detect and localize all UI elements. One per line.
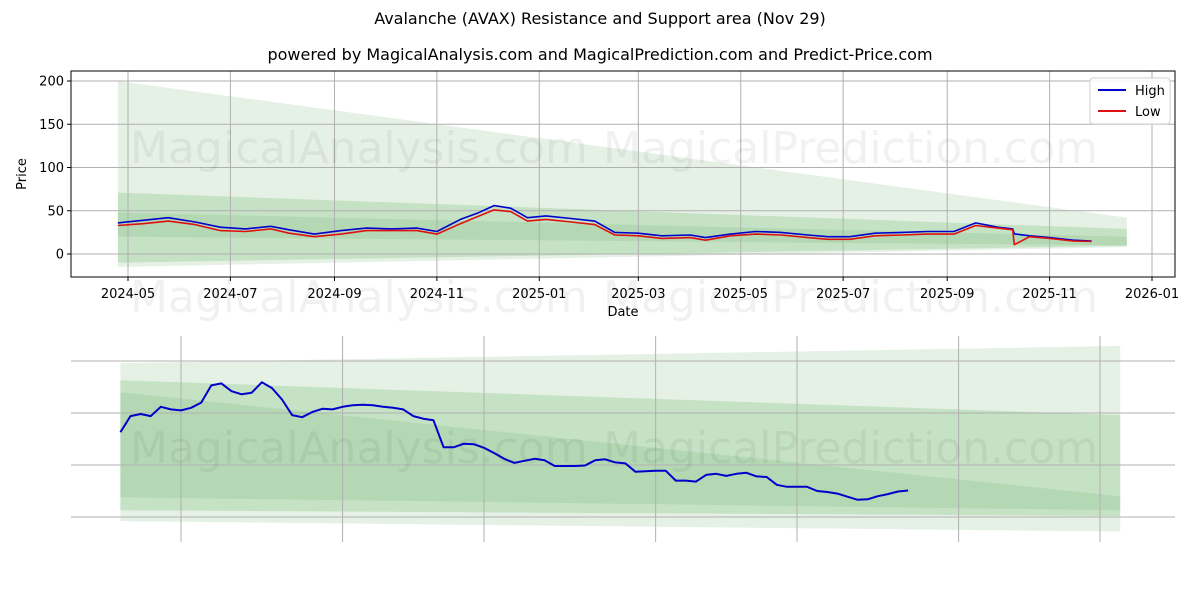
series-low — [117, 209, 1092, 246]
x-tick-label: 2024-07 — [203, 287, 257, 302]
x-tick-label: 2024-09 — [307, 287, 361, 302]
x-tick-label: 2026-01 — [1125, 287, 1179, 302]
x-tick-label: 2024-11 — [410, 287, 464, 302]
x-tick-label: 2025-07 — [816, 287, 870, 302]
x-tick-label: 2024-05 — [101, 287, 155, 302]
watermark: MagicalAnalysis.com — [130, 123, 588, 174]
chart-panel-2: MagicalAnalysis.com MagicalPrediction.com — [71, 336, 1175, 542]
y-tick-label: 150 — [39, 118, 64, 133]
legend-label-low: Low — [1135, 105, 1161, 120]
series-high — [117, 204, 1092, 242]
series-high — [119, 381, 909, 501]
chart-panel-1: MagicalAnalysis.com MagicalPrediction.com… — [15, 70, 1179, 323]
legend-label-high: High — [1135, 84, 1165, 99]
chart-title: Avalanche (AVAX) Resistance and Support … — [374, 9, 826, 28]
watermark: MagicalPrediction.com — [603, 123, 1098, 174]
watermark: MagicalPrediction.com — [603, 272, 1098, 323]
band-inner — [117, 212, 1127, 246]
watermark: MagicalAnalysis.com — [130, 272, 588, 323]
watermark: MagicalAnalysis.com — [130, 423, 588, 474]
y-tick-label: 50 — [47, 204, 64, 219]
axes-frame — [70, 70, 1176, 278]
x-axis-label: Date — [607, 305, 638, 320]
x-tick-label: 2025-03 — [611, 287, 665, 302]
band-inner — [120, 392, 1121, 511]
x-tick-label: 2025-05 — [714, 287, 768, 302]
x-tick-label: 2025-11 — [1022, 287, 1076, 302]
legend: High Low — [1089, 77, 1171, 125]
y-tick-label: 100 — [39, 161, 64, 176]
y-tick-label: 200 — [39, 75, 64, 90]
watermark: MagicalPrediction.com — [603, 423, 1098, 474]
x-tick-label: 2025-01 — [512, 287, 566, 302]
plot-area — [71, 71, 1175, 277]
x-tick-label: 2025-09 — [920, 287, 974, 302]
y-axis-label: Price — [15, 158, 30, 190]
y-tick-label: 0 — [56, 248, 64, 263]
chart-subtitle: powered by MagicalAnalysis.com and Magic… — [267, 45, 933, 64]
plot-area — [71, 336, 1175, 542]
